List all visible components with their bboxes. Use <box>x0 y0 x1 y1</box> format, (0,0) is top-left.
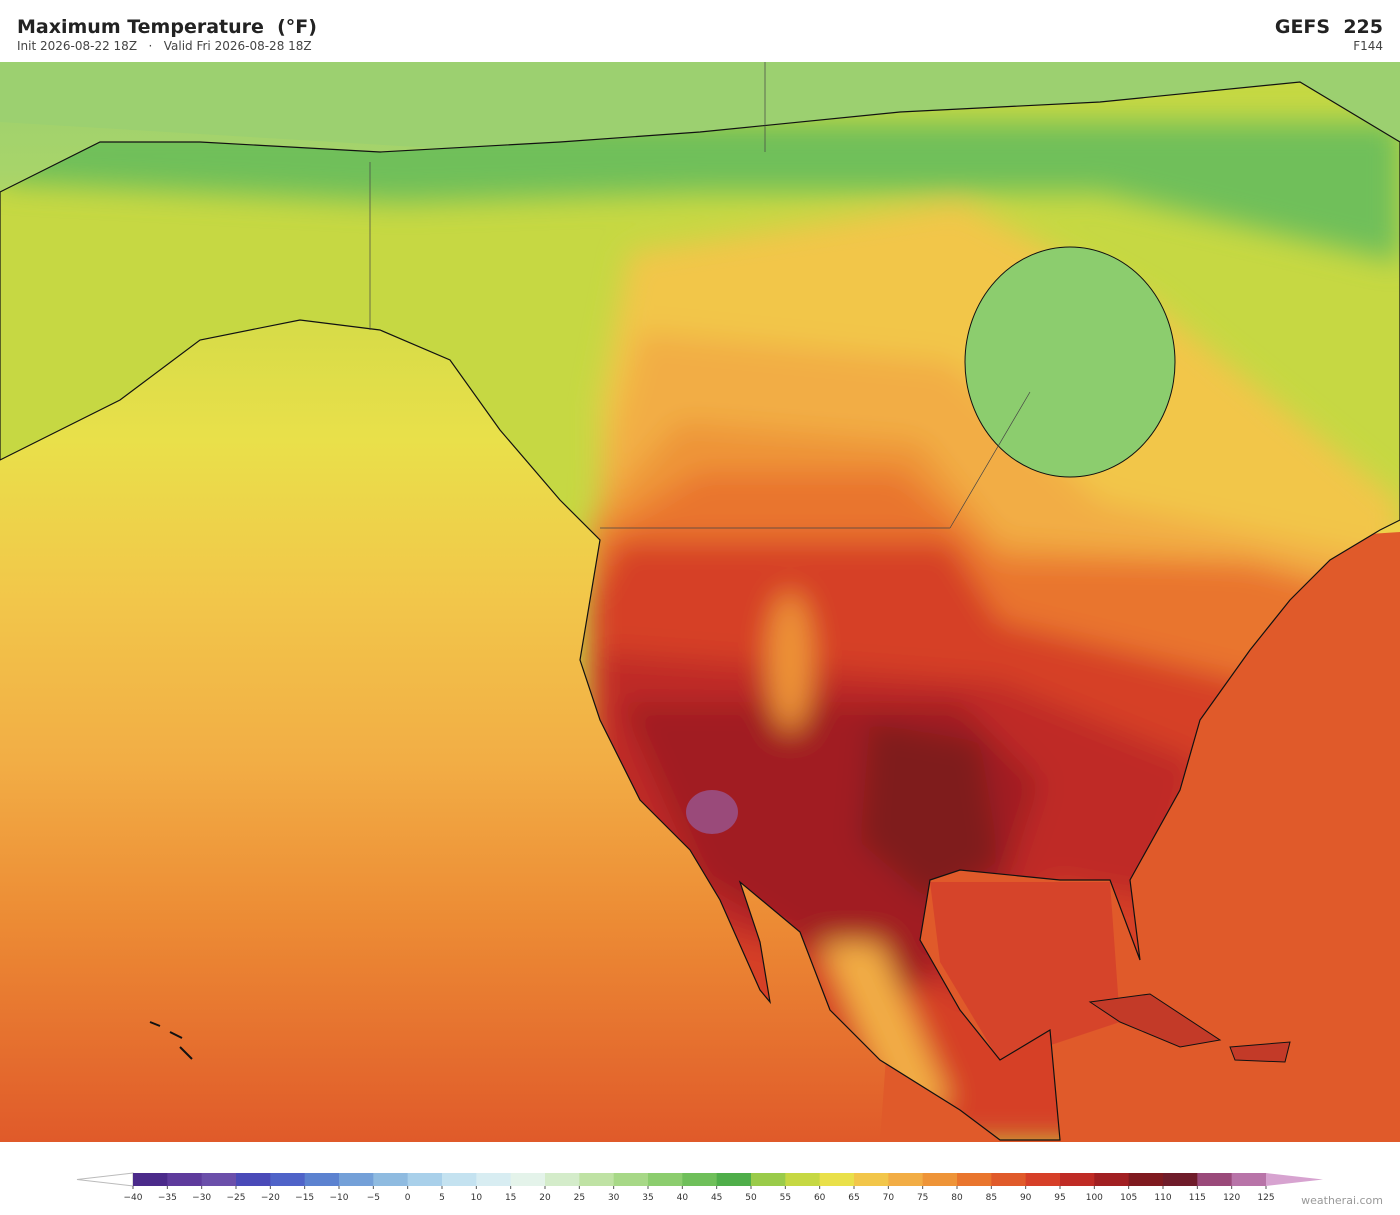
colorbar-bin <box>1128 1173 1164 1186</box>
colorbar-bin <box>1094 1173 1130 1186</box>
credit: weatherai.com <box>1301 1194 1383 1207</box>
colorbar-tick-label: 0 <box>405 1193 411 1203</box>
colorbar-tick-label: 125 <box>1257 1193 1274 1203</box>
colorbar-bin <box>304 1173 340 1186</box>
colorbar-tick-label: 95 <box>1054 1193 1065 1203</box>
colorbar-bin <box>991 1173 1027 1186</box>
model-label: GEFS 225 <box>1274 16 1383 38</box>
colorbar-tick-label: −35 <box>158 1193 177 1203</box>
colorbar-tick-label: 110 <box>1154 1193 1171 1203</box>
colorbar-under <box>76 1172 134 1187</box>
colorbar-tick-label: 15 <box>505 1193 516 1203</box>
colorbar-bin <box>854 1173 889 1186</box>
colorbar-tick-label: 40 <box>677 1193 689 1203</box>
islands <box>1088 993 1291 1063</box>
colorbar-over <box>1266 1173 1323 1186</box>
colorbar-tick-label: 100 <box>1086 1193 1103 1203</box>
colorbar-tick-label: 30 <box>608 1193 620 1203</box>
colorbar-bin <box>1197 1173 1233 1186</box>
colorbar-tick-label: −15 <box>295 1193 314 1203</box>
border <box>369 62 1031 529</box>
colorbar-tick-label: 120 <box>1223 1193 1240 1203</box>
hot-spot <box>686 790 738 834</box>
colorbar-tick-label: 75 <box>917 1193 928 1203</box>
forecast-hour: F144 <box>1353 39 1383 53</box>
colorbar-bin <box>442 1173 477 1186</box>
colorbar-tick-label: 20 <box>539 1193 551 1203</box>
colorbar-bin <box>579 1173 615 1186</box>
colorbar-tick-label: 65 <box>848 1193 859 1203</box>
colorbar-tick-label: 70 <box>883 1193 895 1203</box>
colorbar-bin <box>751 1173 786 1186</box>
colorbar-bin <box>236 1173 271 1186</box>
colorbar-tick-label: −25 <box>227 1193 246 1203</box>
colorbar-tick-label: 55 <box>780 1193 791 1203</box>
colorbar-tick-label: 80 <box>951 1193 963 1203</box>
colorbar-tick-label: −30 <box>192 1193 211 1203</box>
colorbar-bin <box>339 1173 374 1186</box>
colorbar-bin <box>270 1173 306 1186</box>
colorbar-tick-label: −40 <box>124 1193 143 1203</box>
colorbar-tick-label: 90 <box>1020 1193 1032 1203</box>
colorbar-bin <box>819 1173 855 1186</box>
colorbar-bin <box>1060 1173 1095 1186</box>
colorbar-tick-label: −10 <box>330 1193 349 1203</box>
colorbar-tick-label: 85 <box>986 1193 997 1203</box>
colorbar-bin <box>510 1173 546 1186</box>
colorbar-bin <box>133 1173 168 1186</box>
colorbar-tick-label: 60 <box>814 1193 826 1203</box>
hawaii <box>149 1021 193 1060</box>
colorbar-tick-label: 25 <box>574 1193 585 1203</box>
colorbar-bin <box>785 1173 821 1186</box>
map-subtitle: Init 2026-08-22 18Z · Valid Fri 2026-08-… <box>17 39 312 53</box>
colorbar-bin <box>373 1173 409 1186</box>
colorbar-bin <box>648 1173 683 1186</box>
colorbar-tick-label: 115 <box>1189 1193 1206 1203</box>
colorbar-bin <box>476 1173 512 1186</box>
colorbar-bin <box>545 1173 580 1186</box>
colorbar-tick-label: 105 <box>1120 1193 1137 1203</box>
colorbar-bin <box>201 1173 237 1186</box>
colorbar-bin <box>613 1173 649 1186</box>
colorbar-tick-label: −20 <box>261 1193 280 1203</box>
colorbar-tick-label: 50 <box>745 1193 757 1203</box>
colorbar-bin <box>682 1173 718 1186</box>
gulf <box>930 882 1120 1062</box>
colorbar-bin <box>407 1173 443 1186</box>
colorbar-bin <box>167 1173 203 1186</box>
colorbar-tick-label: 45 <box>711 1193 722 1203</box>
colorbar-bin <box>922 1173 958 1186</box>
colorbar-tick-label: 35 <box>642 1193 653 1203</box>
colorbar-bin <box>1163 1173 1198 1186</box>
colorbar-tick-label: 5 <box>439 1193 445 1203</box>
colorbar-bin <box>1231 1173 1267 1186</box>
colorbar: −40 −35 −30 −25 −20 −15 −10 −5 0 5 10 15 20 25 30 35 40 4… <box>76 1172 1323 1203</box>
colorbar-tick-label: 10 <box>471 1193 483 1203</box>
colorbar-bin <box>888 1173 924 1186</box>
map <box>0 62 1400 1142</box>
colorbar-bin <box>957 1173 992 1186</box>
colorbar-bin <box>1025 1173 1061 1186</box>
colorbar-tick-label: −5 <box>367 1193 380 1203</box>
colorbar-bin <box>716 1173 752 1186</box>
map-title: Maximum Temperature (°F) <box>17 16 317 38</box>
hudson-bay <box>964 246 1176 478</box>
